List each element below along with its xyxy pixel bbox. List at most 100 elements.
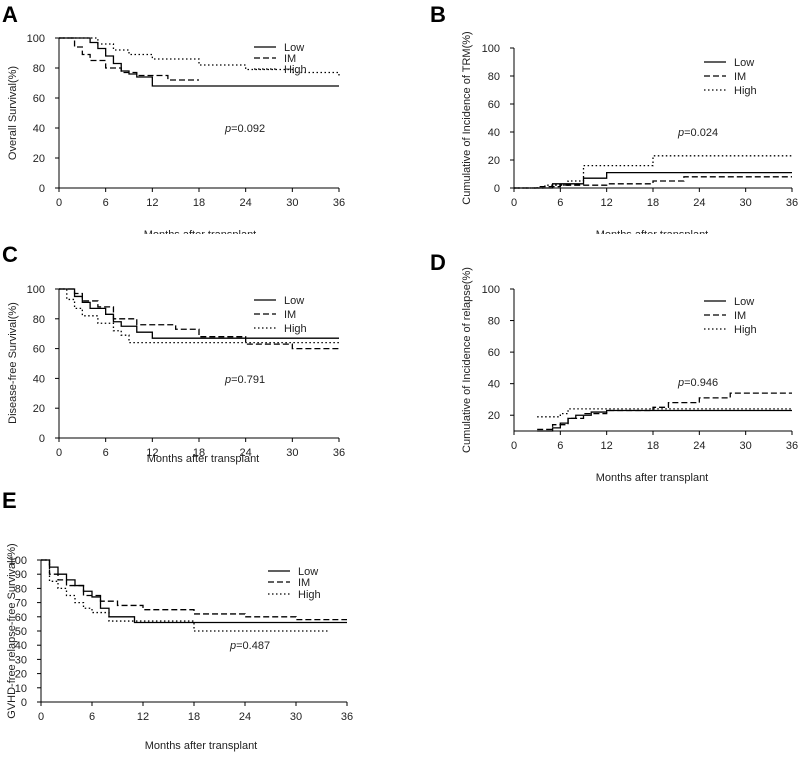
legend-label-im: IM <box>298 577 310 589</box>
p-value-annotation: p=0.092 <box>224 123 265 135</box>
legend-label-high: High <box>284 64 307 76</box>
series-line-im <box>514 176 792 189</box>
p-value-annotation: p=0.487 <box>229 640 270 652</box>
series-line-low <box>537 409 792 432</box>
y-tick-label: 90 <box>15 569 27 581</box>
x-axis-label: Months after transplant <box>147 453 260 465</box>
x-tick-label: 18 <box>647 197 659 209</box>
y-tick-label: 40 <box>488 379 500 391</box>
x-tick-label: 30 <box>290 711 302 723</box>
x-tick-label: 36 <box>333 197 345 209</box>
y-axis-label: Cumulative of Incidence of TRM(%) <box>461 31 473 204</box>
x-tick-label: 36 <box>333 447 345 459</box>
x-axis-label: Months after transplant <box>145 740 258 752</box>
y-tick-label: 100 <box>27 284 45 296</box>
legend-label-high: High <box>734 324 757 336</box>
y-tick-label: 50 <box>15 626 27 638</box>
y-tick-label: 30 <box>15 654 27 666</box>
legend-label-low: Low <box>734 57 754 69</box>
legend-label-low: Low <box>284 42 304 54</box>
series-line-high <box>59 288 339 344</box>
y-tick-label: 80 <box>33 314 45 326</box>
y-tick-label: 60 <box>33 93 45 105</box>
x-tick-label: 36 <box>786 197 798 209</box>
x-tick-label: 0 <box>56 197 62 209</box>
x-axis-label: Months after transplant <box>144 229 257 241</box>
x-tick-label: 18 <box>647 440 659 452</box>
panel-label: A <box>2 2 18 27</box>
x-tick-label: 0 <box>38 711 44 723</box>
y-tick-label: 20 <box>488 410 500 422</box>
x-tick-label: 0 <box>511 440 517 452</box>
y-tick-label: 20 <box>15 669 27 681</box>
series-line-im <box>59 37 199 81</box>
y-tick-label: 10 <box>15 683 27 695</box>
y-tick-label: 20 <box>33 153 45 165</box>
legend-label-low: Low <box>298 566 318 578</box>
legend-label-high: High <box>298 589 321 601</box>
p-value-annotation: p=0.791 <box>224 374 265 386</box>
panel-label: D <box>430 250 446 275</box>
series-line-im <box>41 559 347 621</box>
y-axis-label: GVHD-free relapse-free Survival(%) <box>6 543 18 718</box>
y-tick-label: 100 <box>482 43 500 55</box>
x-tick-label: 18 <box>188 711 200 723</box>
y-tick-label: 100 <box>9 555 27 567</box>
series-line-low <box>59 288 339 339</box>
y-tick-label: 0 <box>494 183 500 195</box>
y-tick-label: 20 <box>33 403 45 415</box>
y-tick-label: 80 <box>488 316 500 328</box>
y-tick-label: 0 <box>39 433 45 445</box>
x-tick-label: 36 <box>786 440 798 452</box>
y-tick-label: 80 <box>15 583 27 595</box>
x-tick-label: 12 <box>601 197 613 209</box>
y-tick-label: 60 <box>488 99 500 111</box>
x-axis-label: Months after transplant <box>596 229 709 241</box>
y-tick-label: 0 <box>39 183 45 195</box>
x-tick-label: 0 <box>56 447 62 459</box>
series-line-high <box>537 408 792 418</box>
x-tick-label: 24 <box>693 440 705 452</box>
y-tick-label: 40 <box>33 123 45 135</box>
y-tick-label: 0 <box>21 697 27 709</box>
y-tick-label: 80 <box>33 63 45 75</box>
y-tick-label: 100 <box>482 284 500 296</box>
x-axis-label: Months after transplant <box>596 472 709 484</box>
panel-label: C <box>2 242 18 267</box>
series-line-high <box>514 155 792 189</box>
y-tick-label: 100 <box>27 33 45 45</box>
x-tick-label: 18 <box>193 447 205 459</box>
x-tick-label: 12 <box>137 711 149 723</box>
y-tick-label: 20 <box>488 155 500 167</box>
legend-label-im: IM <box>284 53 296 65</box>
x-tick-label: 24 <box>693 197 705 209</box>
x-tick-label: 12 <box>601 440 613 452</box>
panel-d: D 0 6 12 18 24 30 36 20 40 60 80 100 Months after tra… <box>430 250 798 484</box>
y-tick-label: 40 <box>15 640 27 652</box>
x-tick-label: 24 <box>240 447 252 459</box>
x-tick-label: 30 <box>286 197 298 209</box>
y-axis-label: Overall Survival(%) <box>7 66 19 160</box>
x-tick-label: 36 <box>341 711 353 723</box>
panel-b: B 0 6 12 18 24 30 36 0 20 40 60 80 100 Months after tr… <box>430 2 798 241</box>
x-tick-label: 6 <box>557 440 563 452</box>
legend-label-high: High <box>734 85 757 97</box>
x-tick-label: 6 <box>103 197 109 209</box>
panel-label: E <box>2 488 17 513</box>
legend-label-low: Low <box>284 295 304 307</box>
x-tick-label: 12 <box>146 197 158 209</box>
panel-a: A 0 6 12 18 24 30 36 0 20 40 60 80 100 Months after tr… <box>2 2 345 241</box>
series-line-high <box>41 559 330 632</box>
series-line-low <box>41 559 347 624</box>
legend-label-high: High <box>284 323 307 335</box>
x-tick-label: 0 <box>511 197 517 209</box>
series-line-im <box>59 288 339 350</box>
x-tick-label: 24 <box>239 711 251 723</box>
y-tick-label: 80 <box>488 71 500 83</box>
series-line-im <box>537 392 792 431</box>
x-tick-label: 6 <box>89 711 95 723</box>
p-value-annotation: p=0.946 <box>677 377 718 389</box>
y-axis-label: Cumulative of Incidence of relapse(%) <box>461 267 473 453</box>
panel-c: C 0 6 12 18 24 30 36 0 20 40 60 80 100 Months after tr… <box>2 242 345 465</box>
y-tick-label: 60 <box>488 347 500 359</box>
